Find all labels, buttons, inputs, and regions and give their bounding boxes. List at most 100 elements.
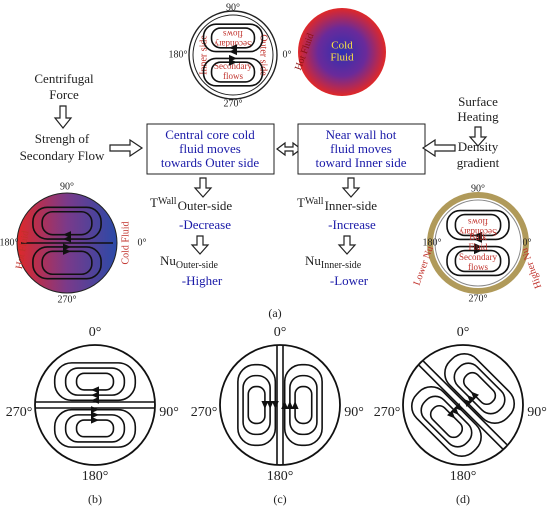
loops — [237, 346, 323, 464]
sub: Outer-side — [176, 260, 219, 271]
flow-arrow — [454, 403, 463, 412]
flow-arrow — [63, 231, 71, 239]
angle: 270° — [191, 405, 218, 420]
flow-label: Secondary — [459, 252, 497, 262]
flow-arrow — [474, 247, 482, 255]
angle: 180° — [267, 469, 294, 484]
box-text: toward Inner side — [316, 155, 407, 170]
angle: 270° — [374, 405, 401, 420]
angle: 0° — [457, 325, 470, 340]
cause-text: Heating — [457, 109, 499, 124]
top-circle: 90° 180° 0° 270° Inner side Outer side S… — [169, 2, 292, 109]
bulk-label: Fluid — [468, 242, 488, 252]
angle: 0° — [89, 325, 102, 340]
cause-text: Force — [49, 87, 79, 102]
flow-arrow — [467, 395, 476, 404]
flow-arrow — [91, 411, 99, 419]
flow-label: flows — [468, 217, 488, 227]
result-t: TWallOuter-side — [150, 195, 232, 213]
cause-text: Density — [458, 139, 499, 154]
flow-label: Secondary — [214, 39, 252, 49]
angle: 270° — [224, 98, 243, 109]
flow-label: Secondary — [214, 61, 252, 71]
angle: 270° — [58, 294, 77, 305]
flow-arrow — [447, 410, 456, 419]
change: -Higher — [182, 273, 223, 288]
box — [146, 123, 275, 175]
flow-arrow — [450, 406, 459, 415]
angle: 90° — [60, 181, 74, 192]
box-text: Near wall hot — [326, 127, 397, 142]
flow-arrow — [63, 247, 71, 255]
bulk-label: Bulk — [469, 232, 487, 242]
angle: 180° — [450, 469, 477, 484]
loops — [36, 362, 154, 448]
angle: 270° — [469, 293, 488, 304]
angle: 180° — [0, 237, 19, 248]
loops — [410, 352, 516, 458]
flow-arrow — [91, 416, 99, 424]
t: T — [297, 195, 305, 210]
flow-label: flows — [223, 29, 243, 39]
sub: Inner-side — [325, 198, 378, 213]
flow-arrow — [474, 231, 482, 239]
flow-arrow — [266, 401, 274, 409]
cause-text: Secondary Flow — [20, 148, 105, 163]
angle: 90° — [226, 2, 240, 13]
flow-arrow — [63, 243, 71, 251]
nu: Nu — [305, 253, 321, 268]
angle: 180° — [169, 49, 188, 60]
angle: 0° — [523, 237, 532, 248]
cold-core-circle — [298, 8, 386, 96]
nu-circle-inner — [434, 199, 522, 287]
flow-label: Secondary — [459, 227, 497, 237]
side-label: Higher Nu — [519, 246, 544, 290]
box-text: fluid moves — [179, 141, 241, 156]
angle: 0° — [138, 237, 147, 248]
box-text: towards Outer side — [161, 155, 259, 170]
t: T — [150, 195, 158, 210]
arrow — [190, 235, 210, 255]
angle: 180° — [423, 237, 442, 248]
arrow — [421, 138, 456, 158]
box-text: Central core cold — [165, 127, 255, 142]
panel-label: (b) — [88, 492, 102, 506]
flow-arrow — [286, 401, 294, 409]
arrow — [193, 177, 213, 198]
divider — [422, 360, 508, 446]
change: -Increase — [328, 217, 376, 232]
arrow — [53, 105, 73, 129]
flow-arrow — [291, 401, 299, 409]
flow-arrow — [470, 391, 479, 400]
angle: 90° — [527, 405, 547, 420]
angle: 90° — [344, 405, 364, 420]
angle: 0° — [274, 325, 287, 340]
panel-label: (a) — [268, 306, 281, 320]
pipe-circle — [34, 344, 156, 466]
arrow — [337, 235, 357, 255]
flow-arrow — [229, 58, 237, 66]
flow-arrow — [63, 235, 71, 243]
flow-arrow — [261, 401, 269, 409]
flow-label: flows — [223, 71, 243, 81]
flow-label: flows — [468, 262, 488, 272]
result-nu: NuOuter-side — [160, 253, 218, 271]
bottom-panels: 0° 180° 270° 90° (b) 0° 180° 270° 90° (c) 0° 180° 27… — [6, 325, 547, 506]
angle: 180° — [82, 469, 109, 484]
pipe-circle — [402, 344, 524, 466]
angle: 90° — [471, 183, 485, 194]
nu: Nu — [160, 253, 176, 268]
side-label: Inner side — [198, 35, 209, 75]
flow-arrow — [463, 398, 472, 407]
divider — [418, 364, 504, 450]
flow-arrow — [91, 386, 99, 394]
side-label: Outer side — [258, 34, 269, 76]
box-text: fluid moves — [330, 141, 392, 156]
change: -Decrease — [179, 217, 231, 232]
change: -Lower — [330, 273, 369, 288]
box — [297, 123, 426, 175]
cause-text: Strengh of — [35, 131, 90, 146]
cause-text: Surface — [458, 94, 498, 109]
nu-circle — [427, 192, 529, 294]
